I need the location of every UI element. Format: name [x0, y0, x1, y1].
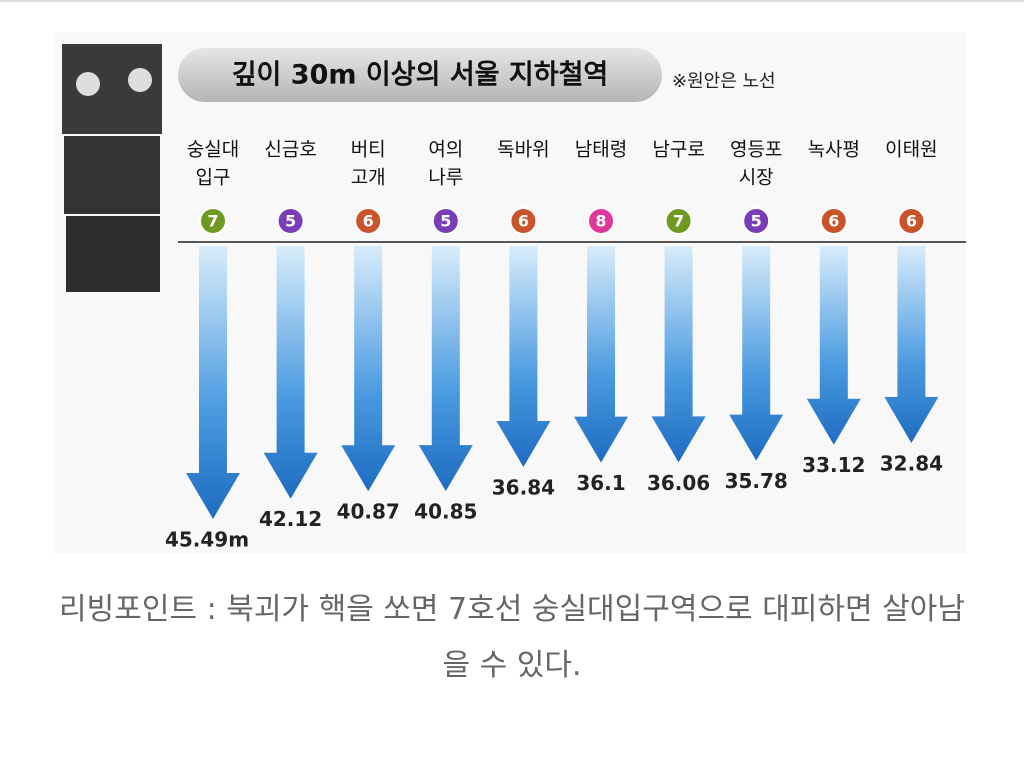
- line-number: 6: [906, 212, 917, 231]
- value-label: 32.84: [880, 452, 943, 476]
- line-badge: [431, 207, 460, 235]
- value-label: 40.87: [337, 500, 400, 524]
- station-name: 이태원: [885, 139, 937, 161]
- title-pill: [178, 48, 662, 102]
- depth-arrow: [341, 246, 396, 492]
- depth-arrow: [651, 246, 706, 463]
- value-label: 36.84: [492, 476, 555, 500]
- value-label: 40.85: [414, 500, 477, 524]
- pillar: [62, 44, 162, 292]
- line-badge: [587, 207, 615, 235]
- line-badge: [819, 207, 848, 235]
- line-number: 7: [673, 212, 684, 231]
- depth-arrow: [496, 246, 551, 468]
- station-name: 독바위: [497, 139, 549, 161]
- line-badge: [199, 207, 227, 235]
- value-label: 36.06: [647, 471, 710, 495]
- depth-arrow: [418, 246, 473, 492]
- line-number: 6: [518, 212, 529, 231]
- station-name: 버티: [351, 139, 386, 161]
- station-name: 남구로: [652, 139, 704, 161]
- station-name: 나루: [428, 167, 463, 189]
- depth-arrow: [884, 246, 939, 444]
- line-number: 5: [285, 212, 296, 231]
- line-badge: [742, 207, 771, 235]
- line-number: 7: [207, 212, 218, 231]
- value-label: 35.78: [725, 469, 788, 493]
- value-label: 45.49m: [165, 527, 249, 551]
- line-number: 6: [363, 212, 374, 231]
- station-name: 숭실대: [187, 139, 239, 161]
- station-name: 여의: [428, 139, 463, 161]
- station-name: 신금호: [264, 139, 316, 161]
- depth-arrow: [806, 246, 861, 445]
- chart-title: 깊이 30m 이상의 서울 지하철역: [232, 60, 609, 91]
- station-name: 영등포: [730, 139, 782, 161]
- chart: 깊이 30m 이상의 서울 지하철역 ※원안은 노선 숭실대입구 7 45.49m 신…: [55, 32, 967, 554]
- line-badge: [354, 207, 383, 235]
- depth-arrow: [574, 246, 628, 463]
- station-name: 고개: [351, 167, 386, 189]
- line-badge: [897, 207, 926, 235]
- caption: 리빙포인트 : 북괴가 핵을 쏘면 7호선 숭실대입구역으로 대피하면 살아남을…: [59, 592, 965, 683]
- line-badge: [276, 207, 305, 235]
- station-name: 입구: [196, 167, 231, 189]
- value-label: 33.12: [802, 453, 865, 477]
- value-label: 42.12: [259, 507, 322, 531]
- station-name: 시장: [739, 167, 774, 189]
- station-name: 녹사평: [808, 139, 860, 161]
- value-label: 36.1: [576, 471, 625, 495]
- depth-arrow: [186, 246, 240, 519]
- line-badge: [664, 207, 693, 235]
- line-badge: [509, 207, 538, 235]
- line-number: 6: [828, 212, 839, 231]
- line-number: 5: [751, 212, 762, 231]
- depth-arrow: [263, 246, 318, 499]
- line-number: 5: [440, 212, 451, 231]
- station-name: 남태령: [575, 139, 627, 161]
- line-number: 8: [595, 212, 606, 231]
- subtitle: ※원안은 노선: [672, 71, 776, 92]
- depth-arrow: [729, 246, 784, 461]
